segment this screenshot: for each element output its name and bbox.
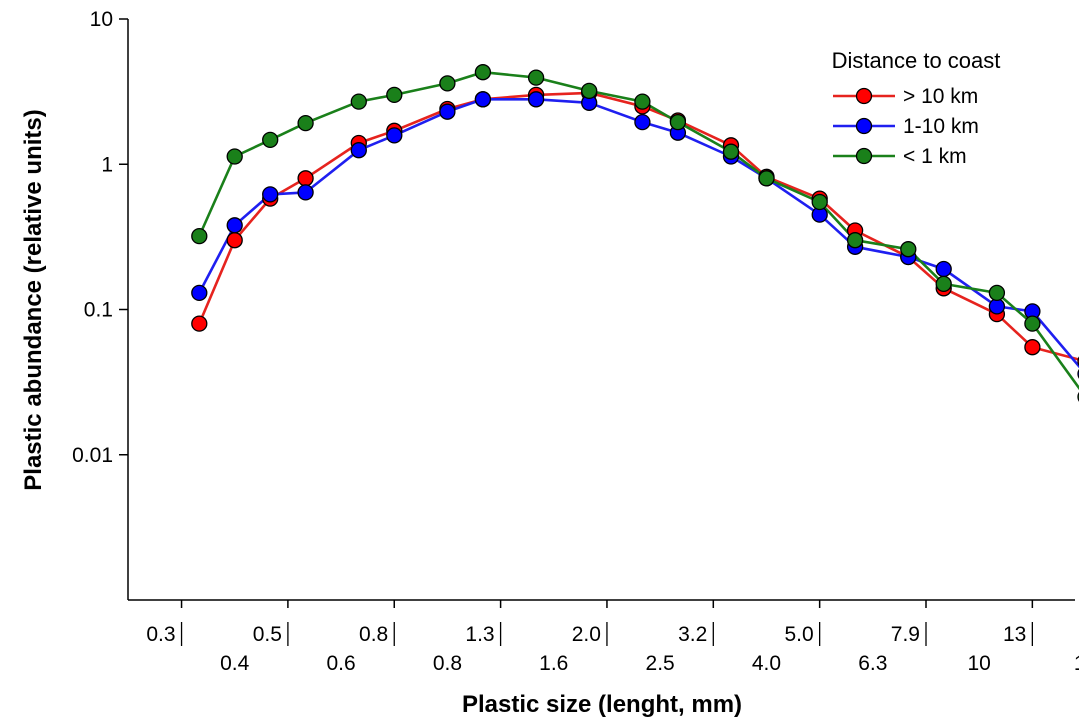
- data-point-2: [988, 284, 1006, 302]
- data-point-2: [262, 131, 279, 149]
- x-upper-label: 0.8: [359, 623, 388, 646]
- data-point-2: [846, 232, 864, 249]
- data-point-1: [527, 91, 545, 108]
- x-lower-label: 1.6: [539, 652, 568, 675]
- data-point-1: [474, 91, 492, 108]
- x-upper-label: 1.3: [465, 623, 494, 646]
- data-point-1: [226, 217, 243, 234]
- x-upper-label: 0.5: [253, 623, 282, 646]
- data-point-2: [900, 241, 917, 258]
- legend-label: > 10 km: [903, 85, 978, 108]
- legend-label: < 1 km: [903, 145, 967, 168]
- x-lower-label: 6.3: [858, 652, 887, 675]
- x-upper-label: 2.0: [572, 623, 601, 646]
- data-point-2: [669, 113, 687, 131]
- x-lower-label: 0.4: [220, 652, 250, 675]
- data-point-0: [226, 232, 243, 249]
- data-point-2: [527, 69, 545, 86]
- x-lower-label: 4.0: [752, 652, 781, 675]
- data-point-2: [758, 170, 775, 187]
- data-point-2: [634, 93, 651, 110]
- x-lower-label: 0.8: [433, 652, 462, 675]
- data-point-1: [350, 142, 367, 159]
- x-upper-label: 0.3: [146, 623, 175, 646]
- y-axis-title: Plastic abundance (relative units): [20, 109, 47, 490]
- data-point-2: [935, 275, 952, 293]
- legend-title: Distance to coast: [832, 48, 1001, 73]
- y-tick-label: 10: [90, 8, 113, 31]
- x-lower-label: 0.6: [326, 652, 355, 675]
- x-upper-label: 3.2: [678, 623, 707, 646]
- data-point-2: [226, 148, 243, 165]
- data-point-1: [935, 260, 952, 278]
- data-point-0: [297, 170, 314, 187]
- legend-marker: [855, 87, 873, 105]
- data-point-1: [262, 186, 279, 203]
- data-point-2: [1024, 315, 1041, 332]
- x-lower-label: 2.5: [646, 652, 675, 675]
- x-upper-label: 7.9: [891, 623, 920, 646]
- data-point-0: [191, 315, 208, 332]
- legend-marker: [855, 147, 873, 165]
- y-tick-label: 0.01: [72, 444, 113, 467]
- data-point-1: [634, 113, 651, 131]
- y-tick-label: 0.1: [84, 299, 113, 322]
- data-point-2: [297, 114, 314, 132]
- axes: 1010.10.010.30.50.81.32.03.25.07.9132032…: [72, 8, 1079, 675]
- data-point-1: [297, 184, 314, 201]
- data-point-2: [474, 64, 492, 81]
- data-point-0: [1024, 339, 1041, 356]
- x-upper-label: 5.0: [784, 623, 813, 646]
- data-point-2: [811, 193, 828, 211]
- legend-marker: [855, 117, 873, 135]
- legend: Distance to coast > 10 km 1-10 km < 1 km: [832, 48, 1001, 168]
- data-point-2: [350, 93, 367, 110]
- data-point-1: [191, 284, 208, 302]
- series-line-1: [198, 98, 1079, 369]
- x-upper-label: 13: [1003, 623, 1026, 646]
- data-point-2: [191, 227, 208, 245]
- data-point-2: [722, 143, 740, 160]
- data-point-2: [581, 82, 598, 100]
- legend-label: 1-10 km: [903, 115, 979, 138]
- x-lower-label: 10: [967, 652, 990, 675]
- data-point-2: [439, 75, 456, 92]
- data-point-2: [386, 86, 403, 104]
- y-tick-label: 1: [101, 153, 113, 176]
- data-point-1: [439, 103, 456, 120]
- x-lower-label: 16: [1074, 652, 1079, 675]
- data-point-1: [988, 298, 1006, 315]
- x-axis-title: Plastic size (lenght, mm): [462, 691, 742, 718]
- data-point-1: [386, 127, 403, 144]
- series-points: [191, 64, 1079, 402]
